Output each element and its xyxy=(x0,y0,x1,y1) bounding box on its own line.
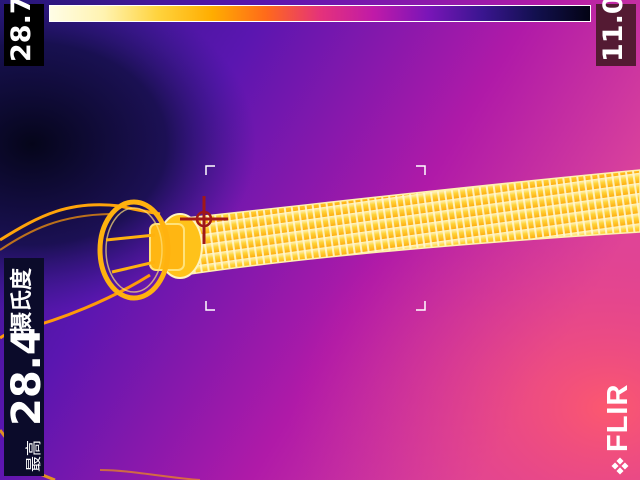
scale-min-label: 11.0 xyxy=(598,0,629,62)
scale-min-box xyxy=(596,4,636,66)
palette-gradient xyxy=(50,6,590,21)
cable-2 xyxy=(0,213,111,251)
flir-logo-text: FLIR xyxy=(602,383,634,452)
spot-temperature-unit: 摄氏度 xyxy=(9,267,35,334)
ring-spoke xyxy=(105,233,156,242)
ribbed-hose xyxy=(184,169,640,275)
ring-handle xyxy=(97,199,171,301)
ring-spoke-2 xyxy=(111,260,156,274)
spot-readout-panel xyxy=(4,258,44,476)
spot-measurement-label: 最高 xyxy=(24,439,43,472)
temperature-scale-bar xyxy=(49,5,591,22)
ring-handle-inner xyxy=(105,207,163,293)
cable-5 xyxy=(99,469,201,480)
scale-max-box xyxy=(4,4,44,66)
flir-logo-icon xyxy=(611,457,629,475)
spot-crosshair xyxy=(180,196,228,244)
scale-max-label: 28.7 xyxy=(6,0,37,62)
spot-temperature-value: 28.4 xyxy=(4,327,50,426)
